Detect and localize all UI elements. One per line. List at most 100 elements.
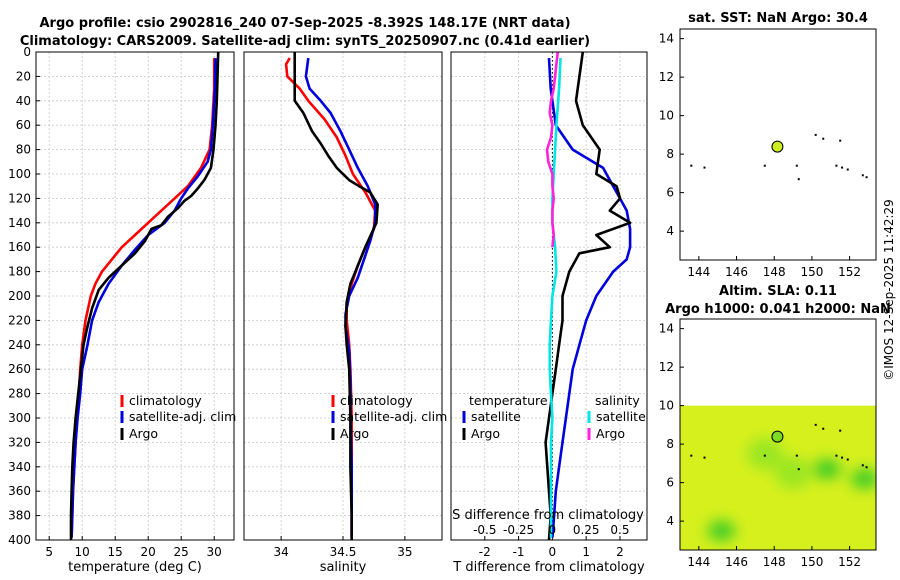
depth-tick-label: 140 [8,216,31,230]
legend-label-argo: Argo [129,426,158,441]
t-difference-tick-label: 0 [549,545,557,559]
temperature-tick-label: 30 [207,545,222,559]
s-difference-tick-label: 0.25 [573,523,600,537]
legend-label-t-satellite: satellite [471,409,521,424]
figure-title-line1: Argo profile: csio 2902816_240 07-Sep-20… [39,16,570,31]
sla-map-lon-tick-label: 152 [838,555,861,569]
sla-map-lon-tick-label: 148 [763,555,786,569]
coastline-point [841,456,844,459]
sst-map-lon-tick-label: 152 [838,265,861,279]
coastline-point [865,176,868,179]
coastline-point [846,458,849,461]
legend-label-climatology: climatology [340,393,413,408]
sst-map-lon-tick-label: 148 [763,265,786,279]
coastline-point [861,464,864,467]
difference-lines [544,51,632,541]
sla-coastline [690,423,868,471]
depth-tick-label: 100 [8,167,31,181]
difference-panel: -2 -1 0 1 2 temperature satellite Argo salin… [450,51,648,575]
temperature-panel: 0 20 40 60 80 100 120 140 160 180 200 220 240 260 280 3… [8,45,236,575]
depth-tick-label: 360 [8,484,31,498]
sla-map-subtitle: Argo h1000: 0.041 h2000: NaN [665,302,891,317]
sst-map-lon-tick-label: 150 [800,265,823,279]
coastline-point [861,174,864,177]
coastline-point [846,168,849,171]
sla-map-lon-tick-label: 146 [725,555,748,569]
salinity-tick-label: 34 [273,545,288,559]
sla-map-lat-tick-label: 14 [659,322,674,336]
depth-tick-label: 380 [8,509,31,523]
depth-tick-label: 400 [8,533,31,547]
sst-map-lat-tick-label: 12 [659,70,674,84]
sla-map-panel: Altim. SLA: 0.11 Argo h1000: 0.041 h2000… [659,284,891,569]
t-difference-tick-label: 2 [616,545,624,559]
sla-heatmap [680,405,876,550]
figure-title-line2: Climatology: CARS2009. Satellite-adj cli… [20,34,590,49]
temperature-tick-label: 25 [174,545,189,559]
coastline-point [841,166,844,169]
difference-axes-box [450,51,648,541]
temperature-lines [69,51,220,540]
sst-coastline [690,133,868,181]
sst-map-ticks: 144 146 148 150 152 4 6 8 10 12 14 [659,32,861,279]
sst-map-frame [679,28,877,261]
sla-map-lat-tick-label: 10 [659,399,674,413]
coastline-point [835,454,838,457]
legend-title-temperature: temperature [469,393,548,408]
sla-map-lat-tick-label: 12 [659,360,674,374]
salinity-panel: 34 34.5 35 climatology satellite-adj. clim… [243,51,447,575]
legend-label-s-satellite: satellite [596,409,646,424]
coastline-point [690,164,693,167]
depth-tick-label: 120 [8,191,31,205]
s-difference-tick-label: 0 [549,523,557,537]
salinity-axis-ticks: 34 34.5 35 [273,536,413,559]
temperature-legend: climatology satellite-adj. clim Argo [120,393,236,441]
sla-map-lat-tick-label: 4 [666,514,674,528]
depth-tick-label: 340 [8,460,31,474]
imos-timestamp: ©IMOS 12-Sep-2025 11:42:29 [882,199,896,381]
coastline-point [795,164,798,167]
temperature-axes-box [35,51,235,541]
difference-line-satellite [547,58,632,538]
sst-map-lat-tick-label: 4 [666,224,674,238]
coastline-point [814,423,817,426]
depth-tick-label: 40 [16,94,31,108]
depth-tick-label: 240 [8,338,31,352]
salinity-axes-box [243,51,443,541]
sst-map-lat-tick-label: 8 [666,147,674,161]
sst-map-lat-tick-label: 14 [659,32,674,46]
sla-map-frame [679,318,877,551]
sla-map-lon-tick-label: 144 [687,555,710,569]
sst-map-lon-tick-label: 146 [725,265,748,279]
difference-line-s_argo [545,51,560,248]
t-difference-tick-label: 1 [582,545,590,559]
legend-label-s-argo: Argo [596,426,625,441]
legend-label-satellite: satellite-adj. clim [129,409,236,424]
depth-tick-label: 220 [8,313,31,327]
depth-tick-label: 320 [8,435,31,449]
depth-tick-label: 0 [23,45,31,59]
legend-title-salinity: salinity [595,393,640,408]
depth-tick-label: 20 [16,69,31,83]
coastline-point [865,466,868,469]
legend-label-satellite: satellite-adj. clim [340,409,447,424]
sla-map-lat-tick-label: 8 [666,437,674,451]
coastline-point [690,454,693,457]
salinity-legend: climatology satellite-adj. clim Argo [331,393,447,441]
argo-float-marker [771,430,784,443]
s-difference-tick-label: 0.5 [610,523,629,537]
difference-line-s_satellite [548,58,562,538]
temperature-tick-label: 20 [141,545,156,559]
sla-map-ticks: 144 146 148 150 152 4 6 8 10 12 14 [659,322,861,569]
legend-label-climatology: climatology [129,393,202,408]
coastline-point [822,137,825,140]
sla-map-lon-tick-label: 150 [800,555,823,569]
legend-label-argo: Argo [340,426,369,441]
s-difference-tick-label: -0.5 [473,523,496,537]
sla-anomaly-blobs [707,437,876,541]
sla-anomaly-blob [746,437,783,470]
sst-map-lon-tick-label: 144 [687,265,710,279]
coastline-point [703,456,706,459]
difference-line-argo [544,51,632,541]
